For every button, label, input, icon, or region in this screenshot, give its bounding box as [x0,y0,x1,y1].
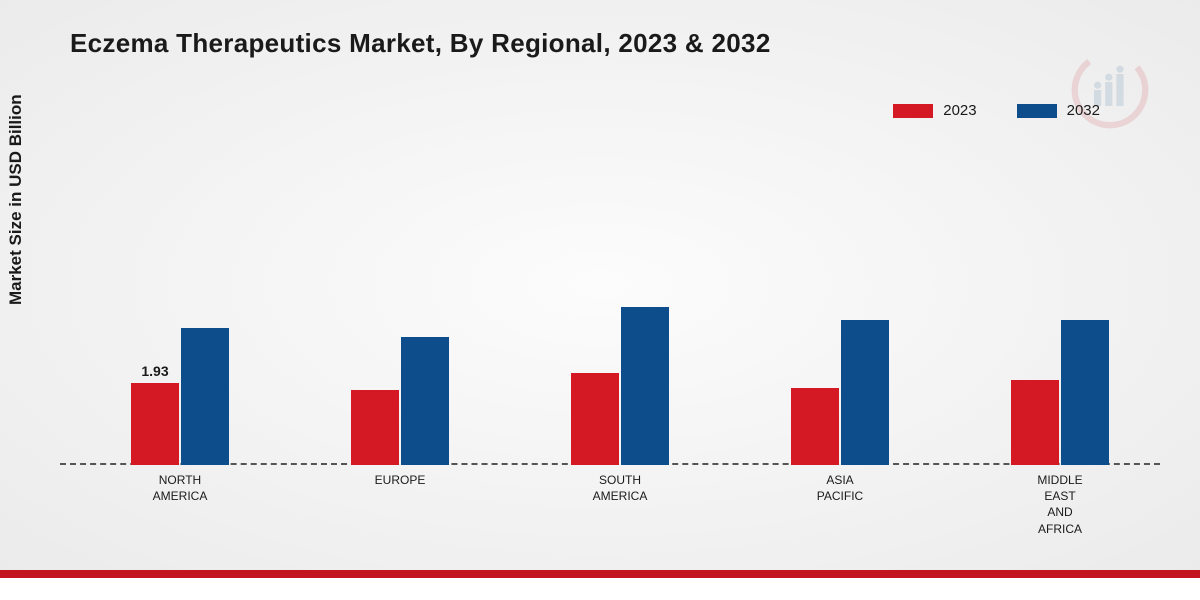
bar-group: 1.93 [131,328,229,465]
bar-2032 [841,320,889,465]
chart-title: Eczema Therapeutics Market, By Regional,… [70,28,771,59]
bar-2023: 1.93 [131,383,179,465]
chart-area: Eczema Therapeutics Market, By Regional,… [0,0,1200,570]
bar-value-label: 1.93 [141,363,168,379]
bar-group [791,320,889,465]
bar-2023 [791,388,839,465]
category-label: NORTH AMERICA [153,472,208,504]
category-label: MIDDLE EAST AND AFRICA [1037,472,1082,537]
legend-swatch-2032 [1017,104,1057,118]
category-label: ASIA PACIFIC [817,472,863,504]
legend: 2023 2032 [893,102,1100,119]
bar-2032 [1061,320,1109,465]
legend-swatch-2023 [893,104,933,118]
legend-item-2023: 2023 [893,102,976,119]
footer-accent-bar [0,570,1200,600]
category-label: EUROPE [375,472,426,488]
bar-2023 [351,390,399,465]
bar-group [1011,320,1109,465]
y-axis-title: Market Size in USD Billion [6,94,26,305]
plot-region: 1.93 [80,145,1160,465]
bar-2032 [621,307,669,465]
legend-label-2023: 2023 [943,102,976,119]
bar-2023 [1011,380,1059,465]
bar-2032 [181,328,229,465]
bar-2023 [571,373,619,465]
bar-2032 [401,337,449,465]
legend-label-2032: 2032 [1067,102,1100,119]
category-label: SOUTH AMERICA [593,472,648,504]
legend-item-2032: 2032 [1017,102,1100,119]
bar-group [351,337,449,465]
bar-group [571,307,669,465]
category-labels: NORTH AMERICA EUROPE SOUTH AMERICA ASIA PAC… [80,472,1160,552]
